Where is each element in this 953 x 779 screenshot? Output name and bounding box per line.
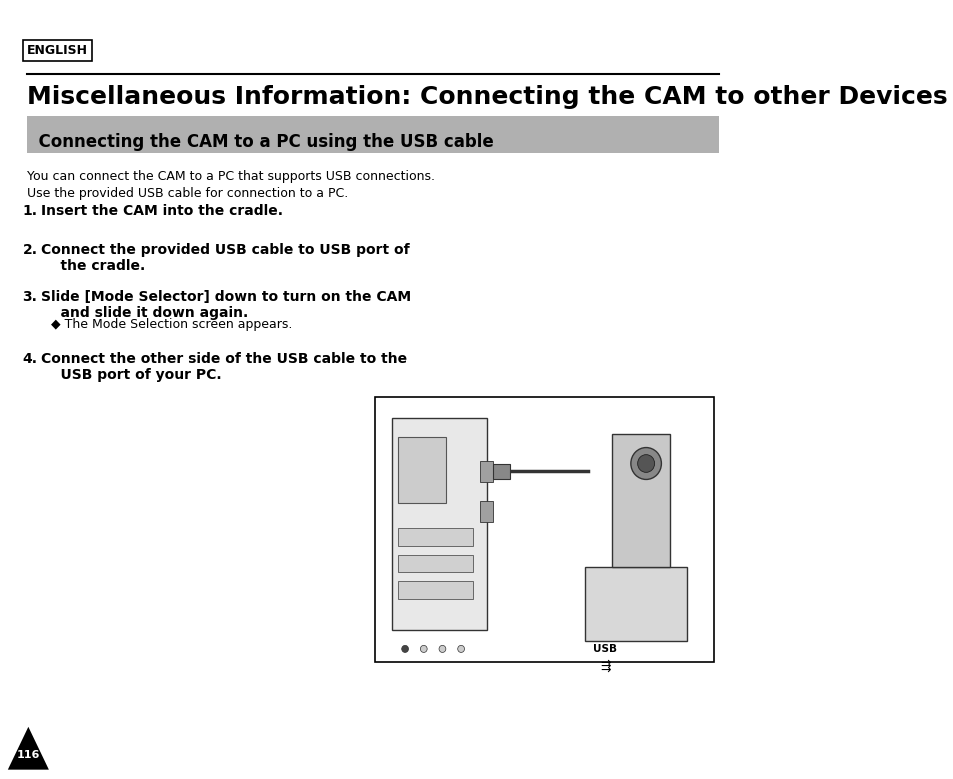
- Text: Miscellaneous Information: Connecting the CAM to other Devices: Miscellaneous Information: Connecting th…: [27, 86, 946, 109]
- FancyBboxPatch shape: [27, 116, 719, 153]
- Bar: [398, 581, 473, 598]
- Text: Slide [Mode Selector] down to turn on the CAM
    and slide it down again.: Slide [Mode Selector] down to turn on th…: [41, 290, 411, 320]
- Text: 4.: 4.: [22, 352, 37, 366]
- Text: USB: USB: [593, 643, 617, 654]
- Text: 3.: 3.: [22, 290, 37, 304]
- Text: ENGLISH: ENGLISH: [27, 44, 88, 57]
- Bar: [398, 437, 445, 503]
- Bar: [479, 461, 493, 482]
- Bar: [391, 418, 486, 630]
- Bar: [398, 528, 473, 545]
- Text: You can connect the CAM to a PC that supports USB connections.: You can connect the CAM to a PC that sup…: [27, 170, 435, 183]
- Circle shape: [401, 645, 408, 653]
- Bar: [584, 567, 686, 641]
- FancyBboxPatch shape: [375, 397, 713, 662]
- Text: Connect the provided USB cable to USB port of
    the cradle.: Connect the provided USB cable to USB po…: [41, 243, 409, 273]
- Bar: [479, 501, 493, 522]
- Polygon shape: [8, 727, 49, 770]
- Text: Connecting the CAM to a PC using the USB cable: Connecting the CAM to a PC using the USB…: [27, 132, 493, 151]
- Text: Connect the other side of the USB cable to the
    USB port of your PC.: Connect the other side of the USB cable …: [41, 352, 407, 382]
- Circle shape: [457, 645, 464, 653]
- Circle shape: [438, 645, 445, 653]
- Bar: [493, 464, 510, 479]
- Text: 116: 116: [16, 749, 40, 760]
- Text: ◆ The Mode Selection screen appears.: ◆ The Mode Selection screen appears.: [51, 318, 292, 331]
- Text: Use the provided USB cable for connection to a PC.: Use the provided USB cable for connectio…: [27, 187, 348, 200]
- Bar: [398, 555, 473, 572]
- Text: Insert the CAM into the cradle.: Insert the CAM into the cradle.: [41, 204, 283, 218]
- Text: 1.: 1.: [22, 204, 37, 218]
- Text: 2.: 2.: [22, 243, 37, 257]
- Circle shape: [630, 448, 660, 479]
- Bar: [612, 435, 669, 567]
- Circle shape: [420, 645, 427, 653]
- Text: ⇶: ⇶: [599, 660, 610, 672]
- Circle shape: [637, 455, 654, 472]
